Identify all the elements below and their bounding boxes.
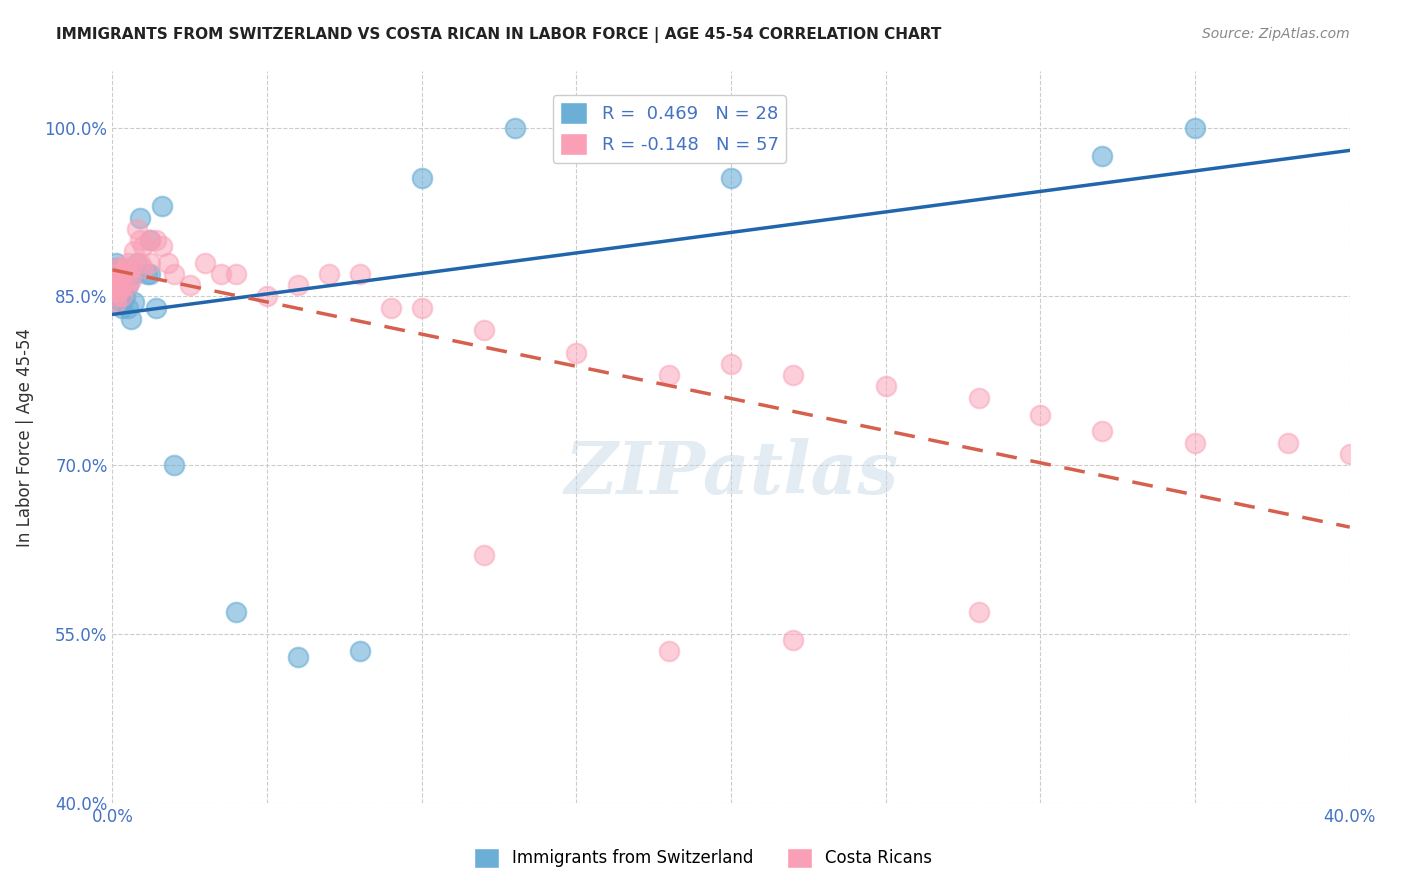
Point xyxy=(225,605,247,619)
Point xyxy=(104,267,127,281)
Point xyxy=(138,233,160,247)
Point xyxy=(114,272,136,286)
Point xyxy=(1184,435,1206,450)
Point xyxy=(127,255,149,269)
Point xyxy=(138,267,160,281)
Point xyxy=(111,289,134,303)
Point xyxy=(720,171,742,186)
Point xyxy=(117,301,139,315)
Point xyxy=(107,289,129,303)
Point xyxy=(157,255,180,269)
Point xyxy=(145,301,167,315)
Point xyxy=(138,255,160,269)
Point xyxy=(472,548,495,562)
Point xyxy=(104,278,127,293)
Point xyxy=(209,267,232,281)
Point xyxy=(1029,408,1052,422)
Point xyxy=(380,301,402,315)
Point xyxy=(117,278,139,293)
Point xyxy=(129,211,152,225)
Point xyxy=(117,278,139,293)
Point xyxy=(287,649,309,664)
Point xyxy=(1339,447,1361,461)
Point xyxy=(107,284,129,298)
Point xyxy=(120,312,142,326)
Point xyxy=(111,295,134,310)
Y-axis label: In Labor Force | Age 45-54: In Labor Force | Age 45-54 xyxy=(15,327,34,547)
Point xyxy=(658,368,681,383)
Point xyxy=(565,345,588,359)
Point xyxy=(138,233,160,247)
Point xyxy=(782,368,804,383)
Point xyxy=(349,267,371,281)
Point xyxy=(104,267,127,281)
Point xyxy=(111,278,134,293)
Point xyxy=(287,278,309,293)
Text: IMMIGRANTS FROM SWITZERLAND VS COSTA RICAN IN LABOR FORCE | AGE 45-54 CORRELATIO: IMMIGRANTS FROM SWITZERLAND VS COSTA RIC… xyxy=(56,27,942,43)
Point xyxy=(132,239,155,253)
Point xyxy=(111,301,134,315)
Point xyxy=(107,261,129,276)
Point xyxy=(104,295,127,310)
Point xyxy=(349,644,371,658)
Point xyxy=(658,644,681,658)
Text: Source: ZipAtlas.com: Source: ZipAtlas.com xyxy=(1202,27,1350,41)
Point xyxy=(194,255,217,269)
Point xyxy=(225,267,247,281)
Point xyxy=(163,458,186,473)
Point xyxy=(114,289,136,303)
Point xyxy=(411,171,433,186)
Point xyxy=(1091,149,1114,163)
Point xyxy=(117,255,139,269)
Point xyxy=(104,284,127,298)
Point xyxy=(163,267,186,281)
Point xyxy=(150,239,173,253)
Point xyxy=(135,267,157,281)
Point xyxy=(411,301,433,315)
Point xyxy=(1091,425,1114,439)
Point xyxy=(114,272,136,286)
Point xyxy=(104,261,127,276)
Point xyxy=(122,244,145,259)
Legend: Immigrants from Switzerland, Costa Ricans: Immigrants from Switzerland, Costa Rican… xyxy=(467,841,939,875)
Point xyxy=(318,267,340,281)
Point xyxy=(107,272,129,286)
Point xyxy=(720,357,742,371)
Point xyxy=(129,233,152,247)
Point xyxy=(875,379,897,393)
Point xyxy=(107,261,129,276)
Point xyxy=(104,255,127,269)
Point xyxy=(967,391,990,405)
Point xyxy=(1277,435,1299,450)
Point xyxy=(104,278,127,293)
Point xyxy=(179,278,201,293)
Point xyxy=(104,272,127,286)
Point xyxy=(120,261,142,276)
Point xyxy=(129,255,152,269)
Point xyxy=(503,120,526,135)
Point xyxy=(104,267,127,281)
Point xyxy=(782,632,804,647)
Point xyxy=(150,199,173,213)
Point xyxy=(104,289,127,303)
Point xyxy=(127,222,149,236)
Legend: R =  0.469   N = 28, R = -0.148   N = 57: R = 0.469 N = 28, R = -0.148 N = 57 xyxy=(553,95,786,162)
Point xyxy=(256,289,278,303)
Point xyxy=(132,261,155,276)
Point xyxy=(122,295,145,310)
Point xyxy=(104,261,127,276)
Point xyxy=(967,605,990,619)
Point xyxy=(111,267,134,281)
Point xyxy=(104,272,127,286)
Point xyxy=(120,272,142,286)
Point xyxy=(114,261,136,276)
Point xyxy=(122,267,145,281)
Point xyxy=(1184,120,1206,135)
Point xyxy=(145,233,167,247)
Text: ZIPatlas: ZIPatlas xyxy=(564,438,898,509)
Point xyxy=(472,323,495,337)
Point xyxy=(107,278,129,293)
